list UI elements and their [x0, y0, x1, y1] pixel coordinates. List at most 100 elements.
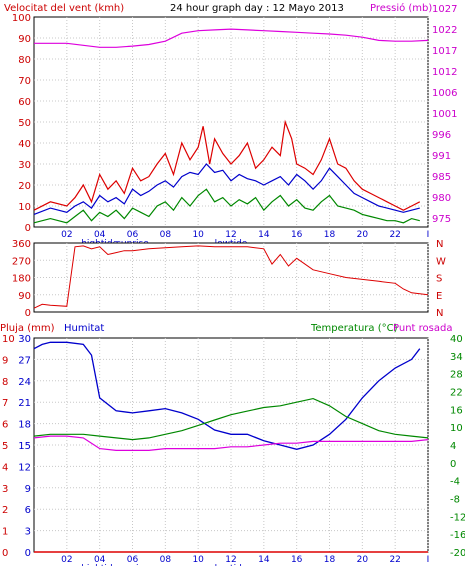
temperature-tick-label: -8 — [450, 495, 460, 506]
temperature-tick-label: 22 — [450, 388, 463, 399]
humidity-tick-label: 24 — [18, 377, 31, 388]
temperature-tick-label: 16 — [450, 405, 463, 416]
humidity-panel-hour-label: I — [427, 555, 430, 565]
pressure-tick-label: 1012 — [432, 67, 457, 78]
humidity-tick-label: 21 — [18, 398, 31, 409]
rain-tick-label: 3 — [2, 484, 8, 495]
humidity-panel-hour-label: 04 — [94, 555, 106, 565]
direction-tick-label: 0 — [25, 308, 31, 319]
humidity-tick-label: 18 — [18, 420, 31, 431]
wind-panel-hour-label: 02 — [61, 230, 72, 240]
rain-tick-label: 9 — [2, 355, 8, 366]
pressure-axis-label: Pressió (mb) — [370, 2, 432, 14]
temperature-tick-label: 4 — [450, 441, 456, 452]
pressure-tick-label: 980 — [432, 193, 451, 204]
humidity-tick-label: 6 — [25, 505, 31, 516]
temperature-tick-label: -16 — [450, 530, 465, 541]
temperature-tick-label: 34 — [450, 352, 463, 363]
pressure-tick-label: 1022 — [432, 25, 457, 36]
wind-tick-label: 100 — [12, 13, 31, 24]
temperature-tick-label: 40 — [450, 334, 463, 345]
temperature-tick-label: -20 — [450, 548, 465, 559]
pressure-tick-label: 1001 — [432, 109, 457, 120]
wind-panel-hour-label: 20 — [357, 230, 369, 240]
wind-panel-hour-label: 06 — [127, 230, 139, 240]
wind-panel-hour-label: 04 — [94, 230, 106, 240]
compass-label: S — [436, 274, 442, 285]
wind-tick-label: 80 — [18, 55, 31, 66]
pressure-tick-label: 985 — [432, 172, 451, 183]
rain-tick-label: 1 — [2, 527, 8, 538]
wind-tick-label: 60 — [18, 97, 31, 108]
temperature-tick-label: 28 — [450, 370, 463, 381]
wind-axis-label: Velocitat del vent (kmh) — [4, 3, 124, 14]
humidity-tick-label: 3 — [25, 527, 31, 538]
wind-tick-label: 0 — [25, 223, 31, 234]
rain-tick-label: 4 — [2, 462, 8, 473]
wind-panel-hour-label: 22 — [389, 230, 400, 240]
compass-label: E — [436, 291, 442, 302]
wind-panel-hour-label: I — [427, 230, 430, 240]
wind-direction-line — [33, 245, 429, 309]
rain-tick-label: 8 — [2, 377, 8, 388]
direction-tick-label: 360 — [12, 239, 31, 250]
wind-avg-line — [33, 163, 420, 215]
pressure-line — [34, 28, 429, 48]
wind-panel-hour-label: 14 — [258, 230, 270, 240]
pressure-tick-label: 996 — [432, 130, 451, 141]
humidity-panel-hour-label: 16 — [291, 555, 303, 565]
humidity-tick-label: 15 — [18, 441, 31, 452]
rain-tick-label: 5 — [2, 441, 8, 452]
humidity-tick-label: 30 — [18, 334, 31, 345]
humidity-panel-hour-label: 22 — [389, 555, 400, 565]
wind-tick-label: 20 — [18, 181, 31, 192]
wind-panel-hour-label: 08 — [160, 230, 172, 240]
humidity-panel-hour-label: 18 — [324, 555, 336, 565]
dewpoint-line — [33, 435, 429, 451]
rain-tick-label: 0 — [2, 548, 8, 559]
rain-tick-label: 10 — [2, 334, 15, 345]
pressure-tick-label: 991 — [432, 151, 451, 162]
temperature-tick-label: -12 — [450, 512, 465, 523]
humidity-tick-label: 27 — [18, 355, 31, 366]
humidity-panel-hour-label: 12 — [225, 555, 236, 565]
humidity-panel-hour-label: 10 — [192, 555, 204, 565]
humidity-panel-frame — [33, 337, 429, 553]
humidity-panel-event-label: lowtide — [215, 564, 248, 566]
direction-tick-label: 270 — [12, 256, 31, 267]
humidity-axis-label: Humitat — [64, 323, 104, 334]
humidity-tick-label: 0 — [25, 548, 31, 559]
humidity-panel-hour-label: 14 — [258, 555, 270, 565]
pressure-tick-label: 1006 — [432, 88, 457, 99]
wind-panel-hour-label: 10 — [192, 230, 204, 240]
wind-tick-label: 90 — [18, 34, 31, 45]
wind-gust-line — [33, 119, 421, 211]
humidity-panel-event-label: hightide — [81, 564, 118, 566]
direction-tick-label: 180 — [12, 274, 31, 285]
chart-panels: 0102030405060708090100975980985991996100… — [2, 4, 465, 566]
temperature-tick-label: 10 — [450, 423, 463, 434]
dewpoint-axis-label: Punt rosada — [393, 323, 452, 334]
wind-tick-label: 40 — [18, 139, 31, 150]
humidity-panel-event-label: sunrise — [116, 564, 149, 566]
temperature-line — [33, 397, 429, 441]
direction-panel-frame — [33, 242, 429, 313]
humidity-panel-hour-label: 06 — [127, 555, 139, 565]
pressure-tick-label: 1017 — [432, 46, 457, 57]
rain-tick-label: 6 — [2, 420, 8, 431]
compass-label: N — [436, 308, 443, 319]
chart-title: 24 hour graph day : 12 Mayo 2013 — [170, 3, 344, 14]
pressure-tick-label: 975 — [432, 214, 451, 225]
humidity-panel-hour-label: 20 — [357, 555, 369, 565]
humidity-tick-label: 12 — [18, 462, 31, 473]
rain-tick-label: 7 — [2, 398, 8, 409]
temperature-axis-label: Temperatura (°C) — [310, 323, 398, 334]
wind-panel-hour-label: 18 — [324, 230, 336, 240]
humidity-panel-hour-label: 02 — [61, 555, 72, 565]
compass-label: W — [436, 256, 446, 267]
wind-panel-hour-label: 12 — [225, 230, 236, 240]
wind-tick-label: 30 — [18, 160, 31, 171]
wind-low-line — [33, 188, 420, 224]
rain-axis-label: Pluja (mm) — [0, 323, 55, 334]
